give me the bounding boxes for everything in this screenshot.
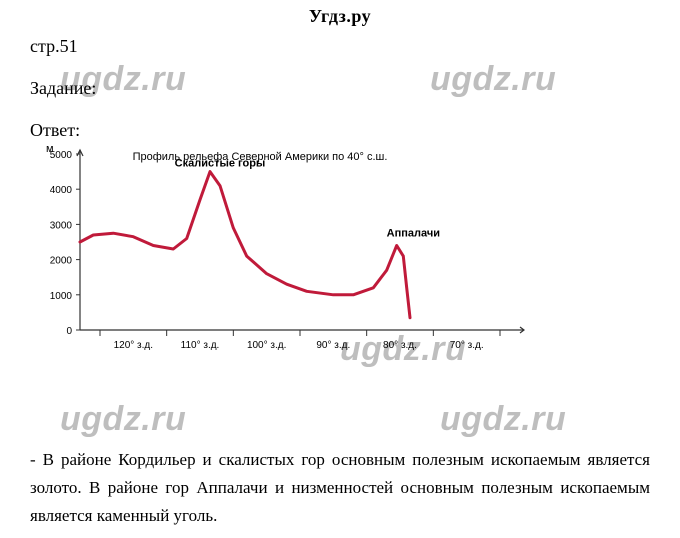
- svg-text:1000: 1000: [50, 291, 73, 302]
- svg-text:4000: 4000: [50, 185, 73, 196]
- svg-text:80° з.д.: 80° з.д.: [383, 340, 417, 351]
- svg-text:90° з.д.: 90° з.д.: [316, 340, 350, 351]
- svg-text:110° з.д.: 110° з.д.: [181, 340, 220, 351]
- svg-text:3000: 3000: [50, 220, 73, 231]
- relief-profile-chart: 010002000300040005000м120° з.д.110° з.д.…: [30, 140, 530, 360]
- svg-text:Скалистые горы: Скалистые горы: [175, 157, 266, 169]
- page-reference: стр.51: [30, 36, 78, 57]
- answer-label: Ответ:: [30, 120, 80, 141]
- svg-text:70° з.д.: 70° з.д.: [450, 340, 484, 351]
- svg-text:0: 0: [66, 326, 72, 337]
- svg-text:м: м: [46, 143, 54, 155]
- watermark: ugdz.ru: [60, 60, 186, 99]
- watermark: ugdz.ru: [60, 400, 186, 439]
- watermark: ugdz.ru: [440, 400, 566, 439]
- svg-text:100° з.д.: 100° з.д.: [247, 340, 286, 351]
- svg-text:Аппалачи: Аппалачи: [387, 228, 440, 240]
- answer-paragraph: - В районе Кордильер и скалистых гор осн…: [30, 446, 650, 530]
- svg-text:2000: 2000: [50, 256, 73, 267]
- svg-text:120° з.д.: 120° з.д.: [114, 340, 153, 351]
- site-header: Угдз.ру: [0, 6, 680, 27]
- watermark: ugdz.ru: [430, 60, 556, 99]
